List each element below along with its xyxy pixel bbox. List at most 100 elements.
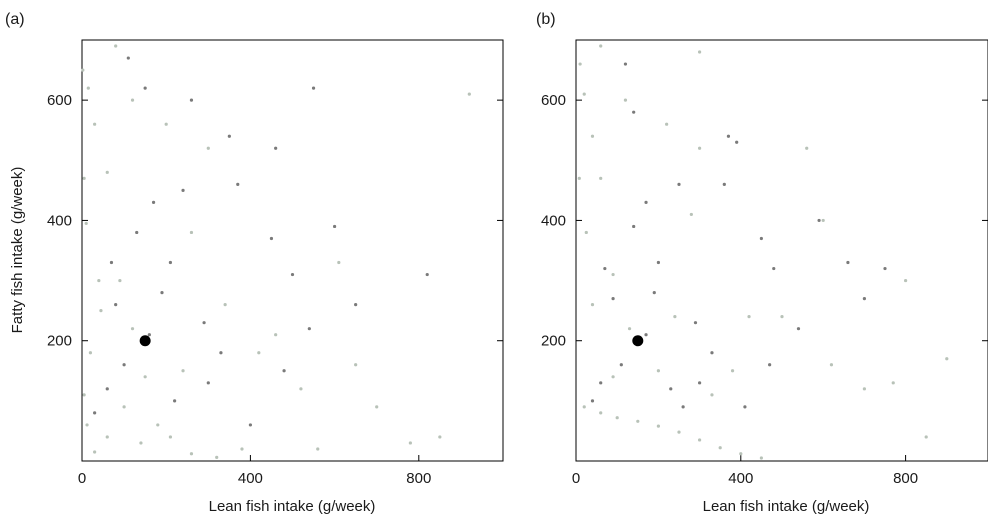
data-point (722, 182, 726, 186)
data-point (681, 405, 685, 409)
data-point (408, 441, 412, 445)
data-point (257, 351, 261, 355)
data-point (425, 272, 429, 277)
data-point (189, 230, 194, 235)
data-point (354, 363, 358, 367)
y-tick-label: 400 (47, 212, 72, 229)
data-point (578, 62, 582, 66)
data-point (206, 381, 210, 385)
panel-b: (b) 0 400 800 200 400 600 Lean fish intake (… (536, 11, 988, 515)
data-point (599, 411, 603, 415)
data-point (337, 260, 341, 265)
data-point (375, 405, 379, 409)
data-point (735, 140, 739, 144)
panel-a-label: (a) (5, 11, 25, 28)
data-point (189, 98, 194, 102)
data-point (114, 44, 118, 48)
data-point (84, 221, 88, 226)
data-point (805, 146, 809, 150)
data-point (698, 438, 702, 442)
highlight-point (139, 335, 151, 347)
panel-b-x-axis-label: Lean fish intake (g/week) (703, 498, 870, 515)
data-point (780, 315, 784, 319)
data-point (693, 321, 698, 325)
data-point (673, 315, 677, 319)
data-point (290, 272, 295, 277)
data-point (86, 86, 90, 90)
x-tick-label: 800 (406, 470, 431, 487)
data-point (627, 327, 632, 331)
data-point (333, 224, 337, 229)
data-point (759, 456, 764, 460)
data-point (619, 363, 623, 367)
x-tick-label: 400 (728, 470, 753, 487)
data-point (215, 455, 219, 459)
data-point (590, 303, 595, 307)
y-tick-label: 200 (541, 333, 566, 350)
data-point (160, 291, 164, 295)
data-point (85, 423, 89, 427)
data-point (93, 122, 97, 126)
data-point (97, 278, 101, 283)
data-point (114, 303, 118, 307)
data-point (656, 424, 661, 428)
data-point (164, 122, 168, 126)
data-point (632, 224, 636, 229)
data-point (81, 68, 85, 72)
data-point (689, 212, 693, 217)
data-point (644, 200, 648, 204)
data-point (829, 363, 834, 367)
data-point (611, 297, 615, 301)
data-point (599, 176, 603, 180)
data-point (354, 303, 358, 307)
x-tick-label: 800 (893, 470, 918, 487)
data-point (669, 387, 673, 391)
data-point (274, 333, 278, 337)
data-point (636, 419, 640, 423)
data-point (173, 399, 177, 403)
data-point (181, 188, 185, 192)
data-point (227, 134, 231, 138)
data-point (656, 369, 661, 373)
data-point (677, 430, 681, 434)
data-point (282, 369, 286, 373)
data-point (168, 435, 173, 439)
panel-b-x-ticks: 0 400 800 (572, 455, 918, 487)
data-point (644, 333, 648, 337)
panel-a-y-axis-label: Fatty fish intake (g/week) (9, 167, 26, 334)
data-point (582, 405, 586, 409)
data-point (181, 369, 185, 373)
data-point (126, 56, 130, 60)
data-point (105, 170, 109, 174)
panel-a-plot-area (81, 39, 504, 462)
data-point (274, 146, 278, 150)
data-point (590, 399, 595, 403)
data-point (202, 321, 206, 325)
data-point (623, 62, 628, 66)
data-point (862, 297, 867, 301)
data-point (307, 327, 311, 331)
highlight-point (632, 335, 644, 347)
data-point (743, 405, 747, 409)
data-point (730, 369, 735, 373)
data-point (223, 303, 227, 307)
y-tick-label: 600 (47, 92, 72, 109)
data-point (924, 435, 928, 439)
data-point (710, 351, 714, 355)
data-point (248, 423, 252, 427)
data-point (652, 291, 656, 295)
data-point (611, 272, 615, 277)
panel-b-y-ticks: 200 400 600 (541, 92, 988, 350)
data-point (93, 450, 97, 454)
data-point (710, 393, 714, 397)
y-tick-label: 400 (541, 212, 566, 229)
data-point (109, 260, 114, 265)
data-point (817, 218, 821, 223)
data-point (821, 218, 825, 223)
data-point (698, 381, 702, 385)
data-point (135, 230, 139, 235)
data-point (846, 260, 850, 265)
data-point (143, 375, 147, 379)
data-point (299, 387, 303, 391)
